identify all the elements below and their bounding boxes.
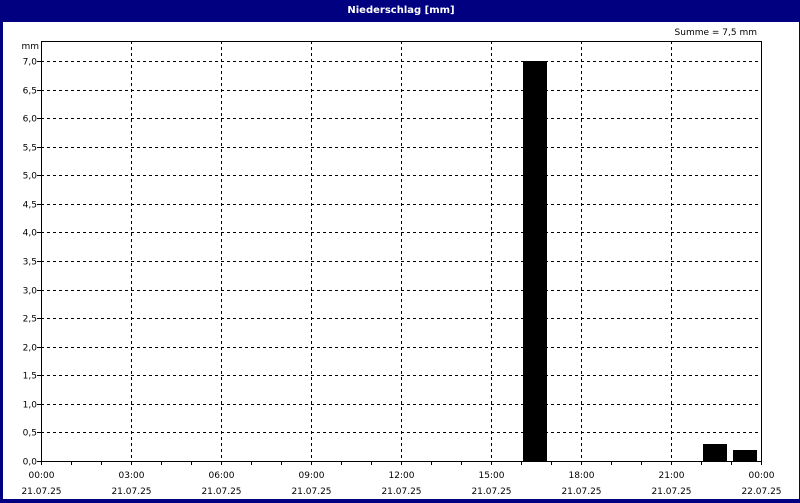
bar bbox=[523, 61, 547, 461]
y-tick-label: 5,0 bbox=[23, 172, 38, 182]
sum-annotation: Summe = 7,5 mm bbox=[675, 28, 757, 38]
x-tick-time: 21:00 bbox=[659, 471, 685, 481]
x-tick-time: 15:00 bbox=[479, 471, 505, 481]
x-tick-time: 03:00 bbox=[119, 471, 145, 481]
x-tick-date: 21.07.25 bbox=[381, 487, 421, 497]
x-tick-date: 21.07.25 bbox=[111, 487, 151, 497]
plot-frame bbox=[41, 41, 762, 462]
x-tick-date: 21.07.25 bbox=[651, 487, 691, 497]
y-tick-label: 2,0 bbox=[23, 344, 38, 354]
x-tick-date: 21.07.25 bbox=[201, 487, 241, 497]
chart-area: mm Summe = 7,5 mm 0,0 0,5 1,0 1,5 2,0 2,5 3,0 3… bbox=[3, 22, 799, 499]
y-tick-label: 4,0 bbox=[23, 229, 38, 239]
y-tick-label: 4,5 bbox=[23, 201, 37, 211]
x-tick-date: 22.07.25 bbox=[741, 487, 781, 497]
y-tick-label: 2,5 bbox=[23, 315, 37, 325]
x-tick-time: 09:00 bbox=[299, 471, 325, 481]
window-title: Niederschlag [mm] bbox=[1, 1, 800, 21]
precipitation-chart: mm Summe = 7,5 mm 0,0 0,5 1,0 1,5 2,0 2,5 3,0 3… bbox=[21, 28, 781, 497]
x-tick-time: 18:00 bbox=[569, 471, 595, 481]
y-tick-label: 1,5 bbox=[23, 372, 37, 382]
x-tick-time: 00:00 bbox=[29, 471, 55, 481]
bar bbox=[733, 450, 757, 461]
x-tick-time: 12:00 bbox=[389, 471, 415, 481]
y-tick-label: 0,0 bbox=[23, 458, 38, 468]
y-tick-label: 3,5 bbox=[23, 258, 37, 268]
bar bbox=[703, 444, 727, 461]
y-axis-unit: mm bbox=[21, 42, 39, 52]
y-tick-label: 7,0 bbox=[23, 58, 38, 68]
x-tick-time: 06:00 bbox=[209, 471, 235, 481]
y-tick-label: 5,5 bbox=[23, 144, 37, 154]
x-tick-date: 21.07.25 bbox=[291, 487, 331, 497]
y-tick-label: 0,5 bbox=[23, 429, 37, 439]
y-tick-label: 6,5 bbox=[23, 87, 37, 97]
x-tick-date: 21.07.25 bbox=[21, 487, 61, 497]
y-tick-label: 1,0 bbox=[23, 401, 38, 411]
x-tick-date: 21.07.25 bbox=[471, 487, 511, 497]
y-tick-label: 3,0 bbox=[23, 287, 38, 297]
x-tick-time: 00:00 bbox=[749, 471, 775, 481]
y-tick-label: 6,0 bbox=[23, 115, 38, 125]
x-tick-date: 21.07.25 bbox=[561, 487, 601, 497]
